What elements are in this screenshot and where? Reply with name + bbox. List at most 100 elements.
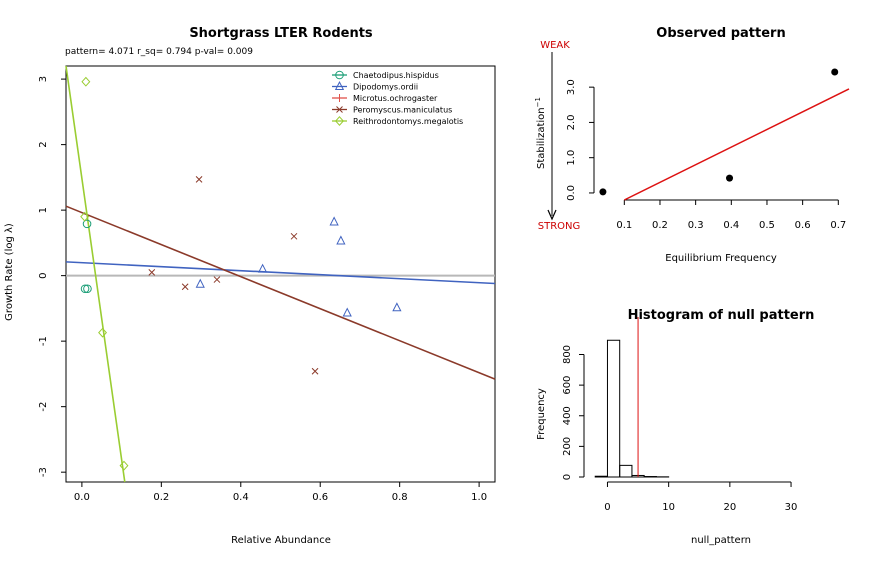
panel1-stats-subtitle: pattern= 4.071 r_sq= 0.794 p-val= 0.009 <box>65 47 253 57</box>
data-point-s0-0 <box>82 219 92 229</box>
observed-point-0 <box>599 188 607 196</box>
panel2-y-tick-label-2: 2.0 <box>566 114 577 130</box>
legend-label-0: Chaetodipus.hispidus <box>353 71 439 80</box>
panel1-regression-lines <box>65 65 496 483</box>
legend-label-1: Dipodomys.ordii <box>353 83 418 92</box>
legend-label-4: Reithrodontomys.megalotis <box>353 117 463 126</box>
panel3-x-tick-label-2: 20 <box>723 502 736 513</box>
panel1-x-tick-label-3: 0.6 <box>312 492 328 503</box>
panel2-y-tick-label-0: 0.0 <box>566 185 577 201</box>
histogram-bar-1 <box>606 339 621 478</box>
panel3-x-tick-label-1: 10 <box>662 502 675 513</box>
data-point-s1-5 <box>392 302 402 312</box>
data-point-s0-1 <box>80 284 90 294</box>
panel2-y-tick-label-3: 3.0 <box>566 79 577 95</box>
panel2-x-tick-label-5: 0.6 <box>795 220 811 231</box>
panel-observed-pattern: Observed pattern WEAK STRONG 0.1 0.2 0.3 0.… <box>534 26 850 264</box>
data-point-s4-3 <box>119 460 129 471</box>
panel1-x-tick-label-2: 0.4 <box>233 492 249 503</box>
panel3-y-axis-label: Frequency <box>536 388 547 440</box>
panel3-x-axis-label: null_pattern <box>691 535 751 546</box>
legend-marker-4 <box>335 116 344 126</box>
data-point-s3-0 <box>148 269 156 276</box>
panel1-x-tick-label-4: 0.8 <box>392 492 408 503</box>
panel1-y-axis-label: Growth Rate (log λ) <box>4 223 15 321</box>
panel3-title: Histogram of null pattern <box>628 308 815 323</box>
panel-growth-rate: Shortgrass LTER Rodents pattern= 4.071 r… <box>4 26 496 546</box>
panel2-title: Observed pattern <box>656 26 785 41</box>
regression-line-1 <box>65 261 496 285</box>
panel1-y-tick-label-3: 0 <box>38 272 49 278</box>
strength-arrow-head <box>547 209 557 221</box>
legend-marker-3 <box>336 106 343 113</box>
legend-marker-1 <box>334 81 345 91</box>
panel2-x-tick-label-3: 0.4 <box>723 220 739 231</box>
panel2-x-tick-label-0: 0.1 <box>616 220 632 231</box>
panel2-y-axis-label: Stabilization−1 <box>534 97 547 169</box>
panel3-y-tick-label-3: 600 <box>562 376 573 395</box>
observed-point-2 <box>831 68 839 76</box>
panel1-data-points <box>80 76 402 471</box>
panel2-data-marks <box>599 68 850 201</box>
legend-label-3: Peromyscus.maniculatus <box>353 106 452 115</box>
panel2-y-tick-label-1: 1.0 <box>566 150 577 166</box>
data-point-s3-5 <box>311 367 319 375</box>
legend-marker-2 <box>335 94 344 102</box>
strong-annotation: STRONG <box>538 221 581 232</box>
regression-line-3 <box>65 205 496 380</box>
regression-line-4 <box>65 65 126 483</box>
panel1-y-tick-label-4: -1 <box>38 336 49 346</box>
panel3-x-tick-label-3: 30 <box>785 502 798 513</box>
panel1-legend: Chaetodipus.hispidus Dipodomys.ordii Micro… <box>332 70 463 126</box>
data-point-s4-0 <box>81 76 91 87</box>
histogram-bar-0 <box>594 475 608 478</box>
panel1-plot-frame <box>65 65 496 483</box>
panel1-x-tick-label-5: 1.0 <box>471 492 487 503</box>
histogram-bar-2 <box>619 464 633 478</box>
panel3-y-tick-label-1: 200 <box>562 437 573 456</box>
panel1-x-tick-label-1: 0.2 <box>153 492 169 503</box>
panel2-x-tick-label-2: 0.3 <box>688 220 704 231</box>
panel2-x-tick-label-1: 0.2 <box>652 220 668 231</box>
panel3-y-tick-label-4: 800 <box>562 345 573 364</box>
panel1-title: Shortgrass LTER Rodents <box>189 26 373 41</box>
panel2-y-axis-label-text: Stabilization <box>536 107 547 169</box>
panel2-axes: 0.1 0.2 0.3 0.4 0.5 0.6 0.7 0.0 1.0 2.0 3.0 <box>566 79 846 231</box>
panel1-y-tick-label-5: -2 <box>38 402 49 412</box>
data-point-s1-0 <box>195 278 205 288</box>
panel2-x-axis-label: Equilibrium Frequency <box>665 253 777 264</box>
panel1-y-tick-label-2: 1 <box>38 207 49 213</box>
panel1-y-tick-label-6: -3 <box>38 467 49 477</box>
observed-point-1 <box>726 174 734 182</box>
panel3-y-tick-label-0: 0 <box>562 474 573 480</box>
panel1-axis-ticks: 0.0 0.2 0.4 0.6 0.8 1.0 3 2 1 0 -1 -2 -3 <box>38 76 487 503</box>
panel2-x-tick-label-6: 0.7 <box>830 220 846 231</box>
legend-label-2: Microtus.ochrogaster <box>353 94 438 103</box>
observed-fit-line <box>623 88 850 201</box>
weak-annotation: WEAK <box>540 40 570 51</box>
data-point-s3-3 <box>213 276 221 283</box>
data-point-s3-4 <box>290 232 298 240</box>
panel1-y-tick-label-1: 2 <box>38 141 49 147</box>
data-point-s1-2 <box>329 216 339 226</box>
data-point-s3-2 <box>195 175 203 183</box>
data-point-s1-1 <box>258 263 268 273</box>
data-point-s4-1 <box>80 211 90 222</box>
panel1-y-tick-label-0: 3 <box>38 76 49 82</box>
panel3-x-tick-label-0: 0 <box>604 502 610 513</box>
panel1-x-axis-label: Relative Abundance <box>231 535 331 546</box>
panel3-y-tick-label-2: 400 <box>562 406 573 425</box>
data-point-s0-2 <box>83 284 92 294</box>
panel-null-histogram: Histogram of null pattern 0 10 20 30 0 200 400… <box>536 308 814 546</box>
panel1-x-tick-label-0: 0.0 <box>74 492 90 503</box>
data-point-s1-4 <box>342 307 352 317</box>
data-point-s3-1 <box>181 283 189 291</box>
legend-marker-0 <box>335 70 344 80</box>
panel3-axes: 0 10 20 30 0 200 400 600 800 <box>562 345 797 513</box>
data-point-s4-2 <box>98 327 108 338</box>
data-point-s1-3 <box>336 235 346 245</box>
panel3-histogram-bars <box>594 317 670 478</box>
panel2-x-tick-label-4: 0.5 <box>759 220 775 231</box>
panel2-y-axis-label-superscript: −1 <box>534 97 542 107</box>
